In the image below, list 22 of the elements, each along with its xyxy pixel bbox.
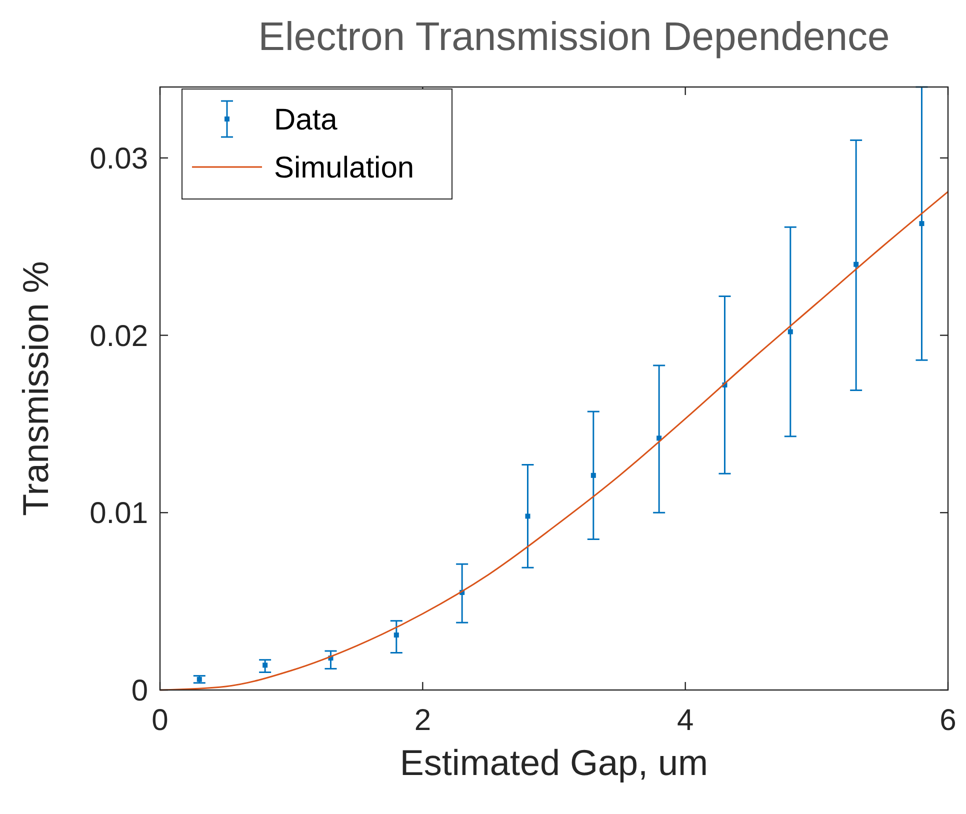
point <box>656 436 662 441</box>
y-tick-label: 0.03 <box>90 142 148 176</box>
y-axis-title: Transmission % <box>15 261 56 516</box>
line-series <box>159 190 949 691</box>
point <box>525 514 530 519</box>
legend-label: Data <box>274 104 338 136</box>
x-tick-label: 6 <box>940 704 956 737</box>
y-tick-label: 0.01 <box>90 497 148 530</box>
point <box>788 329 793 334</box>
point <box>262 662 268 668</box>
point <box>919 221 924 226</box>
y-tick-label: 0 <box>131 674 148 708</box>
x-tick-label: 2 <box>414 704 432 737</box>
x-tick-label: 4 <box>676 704 694 737</box>
legend-label: Simulation <box>274 152 414 184</box>
y-tick-label: 0.02 <box>90 320 148 353</box>
point <box>590 472 596 478</box>
x-axis-title: Estimated Gap, um <box>400 742 708 783</box>
chart-title: Electron Transmission Dependence <box>258 15 890 59</box>
x-tick-label: 0 <box>152 704 168 737</box>
point <box>394 632 399 638</box>
point <box>854 262 859 267</box>
